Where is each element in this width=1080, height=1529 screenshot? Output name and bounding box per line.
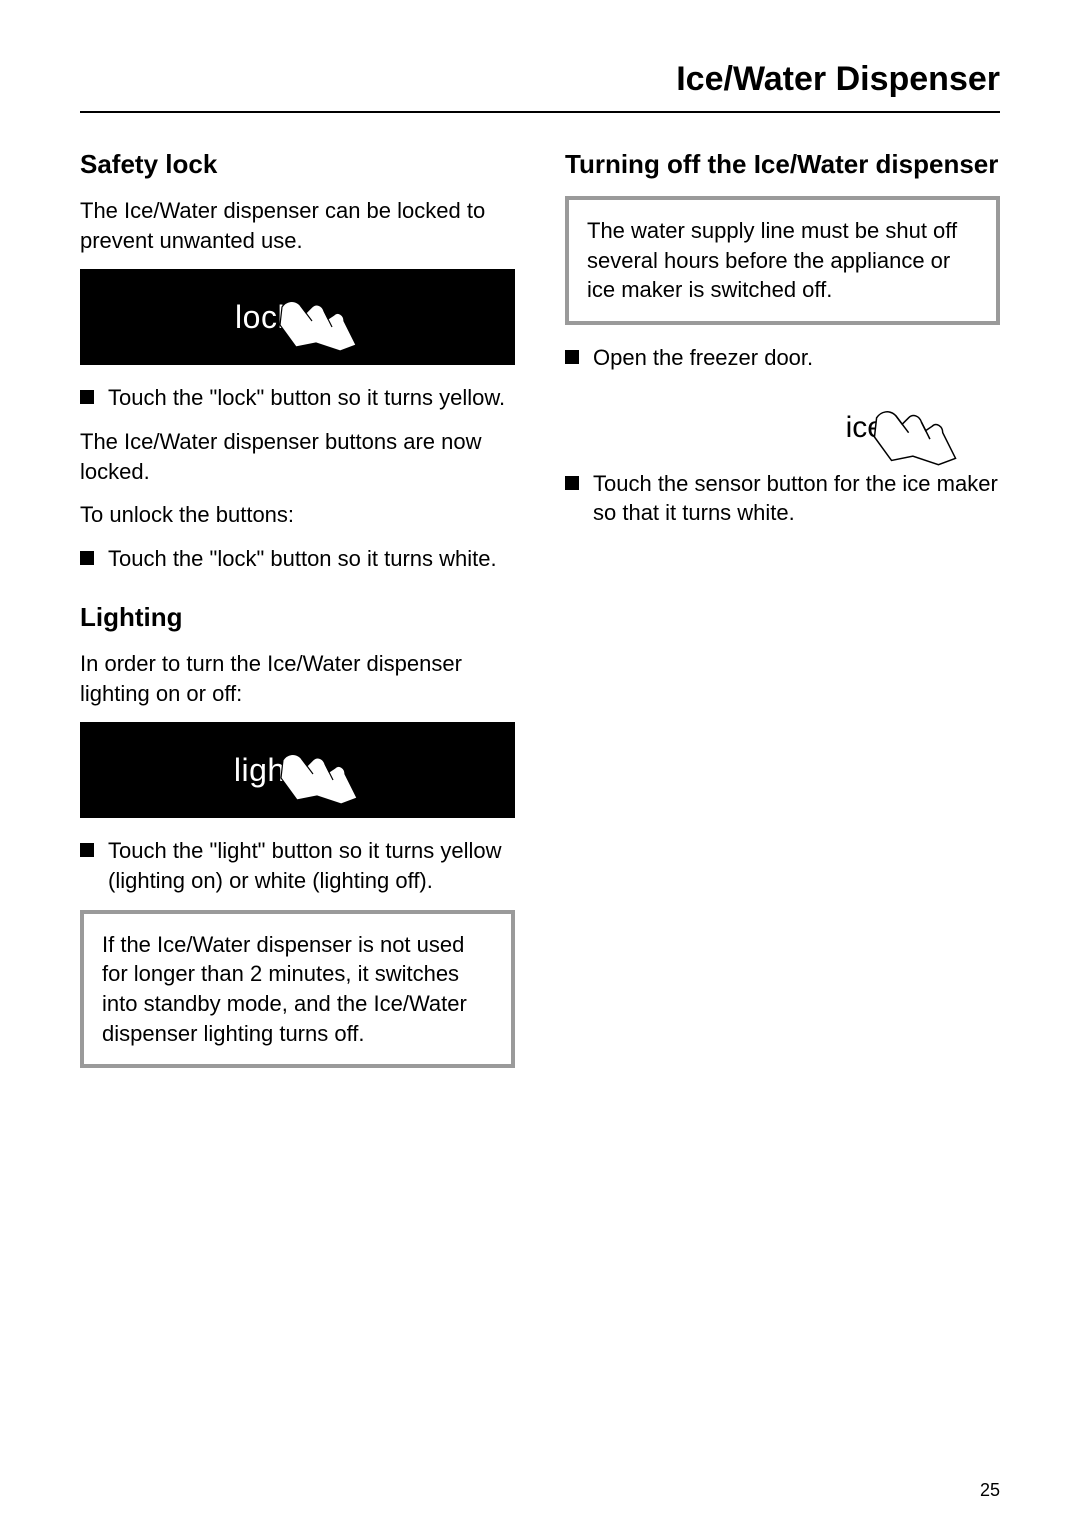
hand-touch-icon	[870, 405, 960, 469]
page-number: 25	[980, 1480, 1000, 1501]
turning-off-info-box: The water supply line must be shut off s…	[565, 196, 1000, 325]
bullet-text: Touch the sensor button for the ice make…	[593, 469, 1000, 528]
lighting-heading: Lighting	[80, 602, 515, 633]
light-touch-panel: light	[80, 722, 515, 818]
manual-page: Ice/Water Dispenser Safety lock The Ice/…	[0, 0, 1080, 1529]
hand-touch-icon	[276, 295, 360, 355]
bullet-item: Touch the "lock" button so it turns yell…	[80, 383, 515, 413]
square-bullet-icon	[565, 350, 579, 364]
safety-lock-heading: Safety lock	[80, 149, 515, 180]
bullet-item: Open the freezer door.	[565, 343, 1000, 373]
bullet-text: Touch the "light" button so it turns yel…	[108, 836, 515, 895]
lighting-intro: In order to turn the Ice/Water dispenser…	[80, 649, 515, 708]
unlock-intro: To unlock the buttons:	[80, 500, 515, 530]
bullet-text: Touch the "lock" button so it turns whit…	[108, 544, 497, 574]
lock-touch-panel: lock	[80, 269, 515, 365]
bullet-item: Touch the sensor button for the ice make…	[565, 469, 1000, 528]
square-bullet-icon	[80, 551, 94, 565]
content-columns: Safety lock The Ice/Water dispenser can …	[80, 143, 1000, 1086]
ice-touch-figure: ice	[565, 387, 1000, 469]
square-bullet-icon	[565, 476, 579, 490]
left-column: Safety lock The Ice/Water dispenser can …	[80, 143, 515, 1086]
right-column: Turning off the Ice/Water dispenser The …	[565, 143, 1000, 1086]
bullet-text: Open the freezer door.	[593, 343, 813, 373]
safety-lock-intro: The Ice/Water dispenser can be locked to…	[80, 196, 515, 255]
square-bullet-icon	[80, 843, 94, 857]
locked-state-text: The Ice/Water dispenser buttons are now …	[80, 427, 515, 486]
bullet-item: Touch the "lock" button so it turns whit…	[80, 544, 515, 574]
square-bullet-icon	[80, 390, 94, 404]
bullet-item: Touch the "light" button so it turns yel…	[80, 836, 515, 895]
turning-off-heading: Turning off the Ice/Water dispenser	[565, 149, 1000, 180]
page-title: Ice/Water Dispenser	[80, 60, 1000, 113]
bullet-text: Touch the "lock" button so it turns yell…	[108, 383, 505, 413]
lighting-info-box: If the Ice/Water dispenser is not used f…	[80, 910, 515, 1069]
hand-touch-icon	[277, 748, 361, 808]
